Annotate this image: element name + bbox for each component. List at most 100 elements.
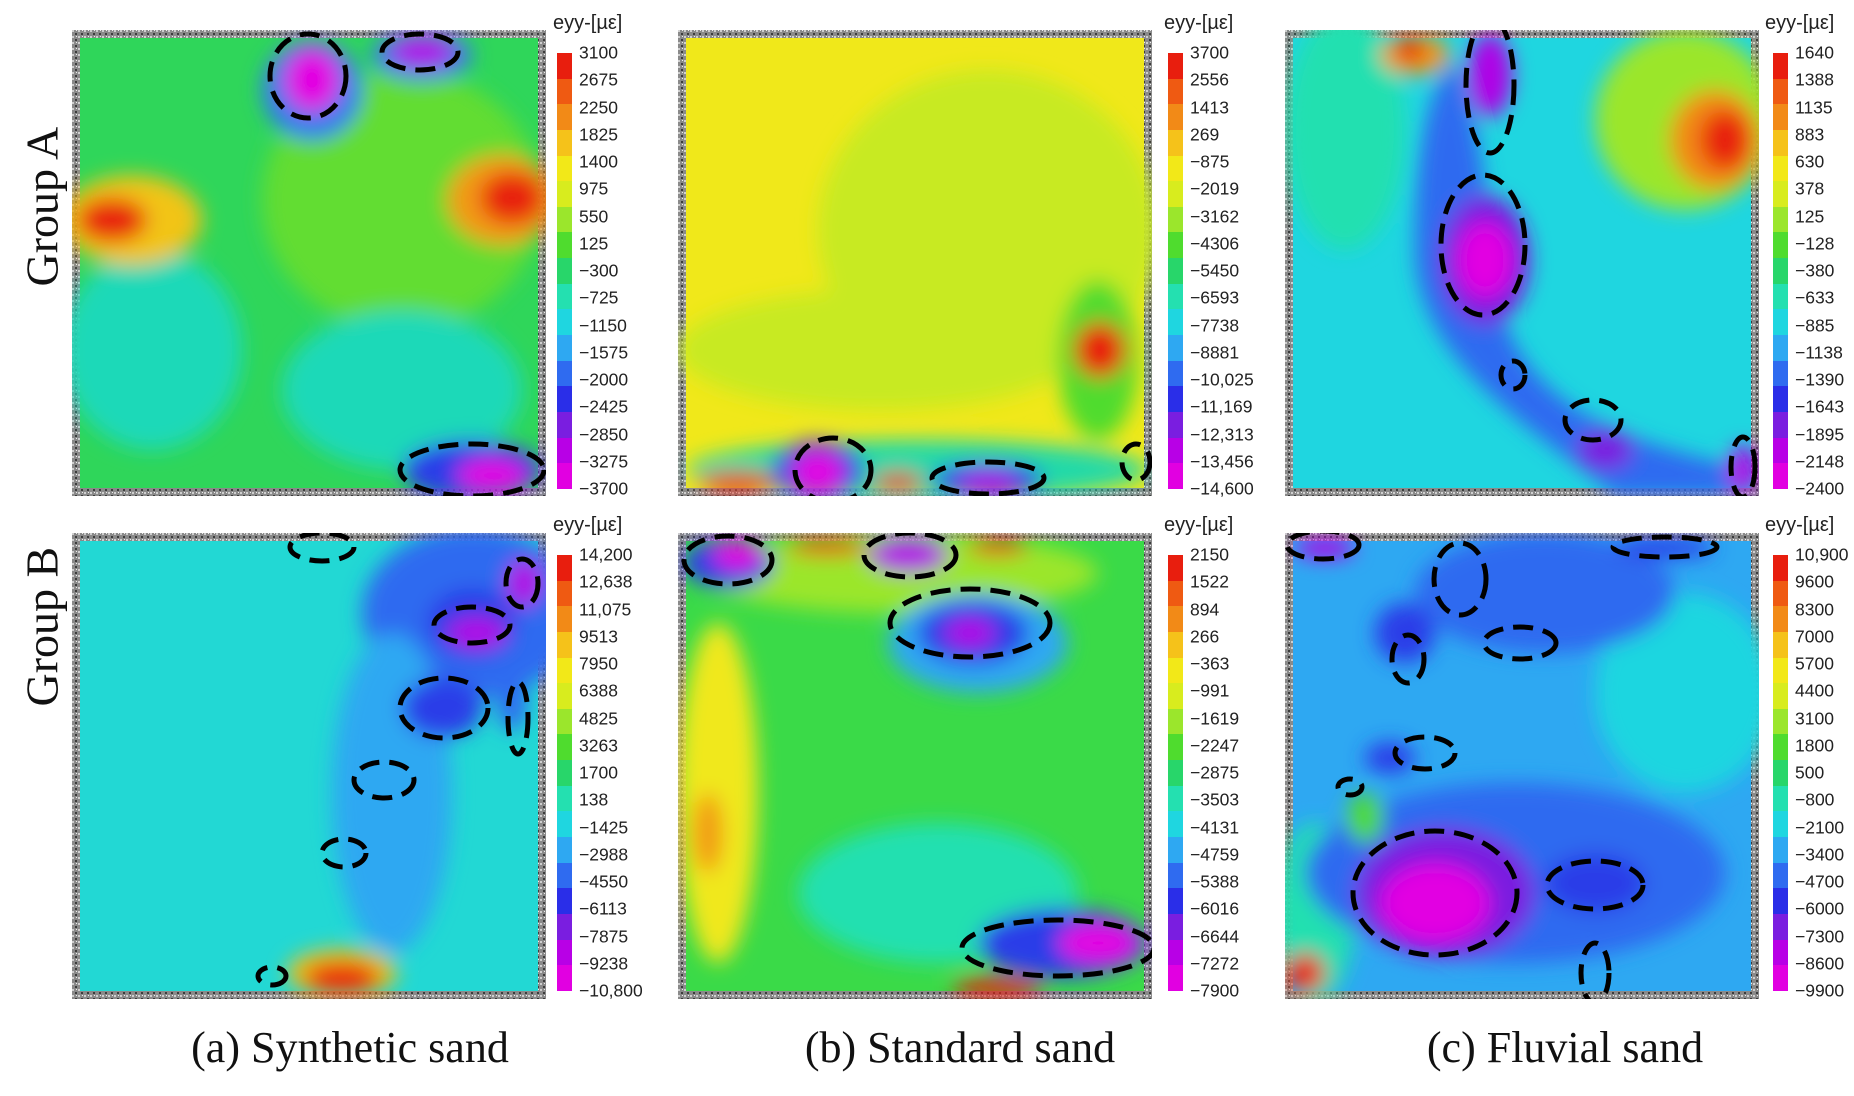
- colorbar-tick-label: 8300: [1795, 599, 1834, 619]
- colorbar-segment: [1773, 708, 1788, 735]
- colorbar-segment: [1168, 78, 1183, 105]
- colorbar-segment: [1773, 360, 1788, 387]
- colorbar-segment: [557, 437, 572, 464]
- colorbar-tick-label: −3400: [1795, 844, 1845, 865]
- colorbar-tick-label: 7950: [579, 653, 618, 674]
- colorbar-segment: [1773, 258, 1788, 284]
- colorbar-tick-label: 2250: [579, 97, 618, 117]
- colorbar-tick-label: 3263: [579, 735, 618, 756]
- colorbar-segment: [1168, 283, 1183, 310]
- colorbar-segment: [1168, 965, 1183, 991]
- colorbar-segment: [1773, 309, 1788, 336]
- colorbar-segment: [557, 283, 572, 310]
- colorbar-tick-label: −6593: [1190, 287, 1240, 308]
- colorbar-tick-label: −633: [1795, 287, 1835, 308]
- colorbar-segment: [557, 606, 572, 632]
- colorbar-tick-label: −1643: [1795, 396, 1845, 417]
- colorbar-segment: [1773, 283, 1788, 310]
- colorbar-tick-label: −1619: [1190, 708, 1240, 728]
- colorbar-segment: [557, 657, 572, 684]
- colorbar-segment: [557, 913, 572, 940]
- colorbar-segment: [557, 181, 572, 207]
- colorbar-tick-label: 883: [1795, 124, 1825, 145]
- colorbar-strip: [1773, 53, 1788, 489]
- colorbar-tick-label: −5388: [1190, 871, 1240, 892]
- colorbar-tick-label: 7000: [1795, 626, 1834, 647]
- colorbar-tick-label: −2148: [1795, 451, 1845, 472]
- colorbar-tick-label: 1135: [1795, 97, 1833, 117]
- colorbar-segment: [1168, 580, 1183, 607]
- colorbar-segment: [1773, 862, 1788, 889]
- colorbar-strip: [557, 555, 572, 991]
- colorbar-tick-label: 266: [1190, 626, 1220, 647]
- colorbar-title: eyy-[µε]: [1765, 12, 1835, 34]
- colorbar-segment: [1773, 837, 1788, 863]
- colorbar-tick-label: 975: [579, 178, 609, 199]
- colorbar-segment: [1773, 411, 1788, 438]
- colorbar-segment: [1773, 155, 1788, 182]
- colorbar-segment: [1168, 181, 1183, 207]
- colorbar-segment: [1773, 785, 1788, 812]
- colorbar-segment: [1168, 555, 1183, 581]
- colorbar-segment: [557, 555, 572, 581]
- colorbar-segment: [1168, 232, 1183, 259]
- colorbar-tick-label: −6000: [1795, 898, 1845, 919]
- colorbar-tick-label: −10,800: [579, 980, 643, 1001]
- colorbar-tick-label: 12,638: [579, 571, 633, 592]
- colorbar-segment: [1168, 862, 1183, 889]
- colorbar-segment: [557, 206, 572, 233]
- colorbar-tick-label: −2850: [579, 424, 629, 444]
- colorbar-strip: [1168, 555, 1183, 991]
- colorbar-tick-label: 10,900: [1795, 544, 1849, 565]
- strain-map-synthetic-group-a: [72, 30, 546, 496]
- colorbar-segment: [557, 309, 572, 336]
- colorbar-segment: [557, 785, 572, 812]
- colorbar-segment: [1773, 760, 1788, 786]
- colorbar-segment: [557, 411, 572, 438]
- colorbar-tick-label: 1522: [1190, 571, 1229, 592]
- colorbar-segment: [1168, 760, 1183, 786]
- colorbar-tick-label: −9900: [1795, 980, 1845, 1001]
- colorbar-segment: [557, 78, 572, 105]
- colorbar-tick-label: −4131: [1190, 817, 1240, 837]
- colorbar-tick-label: −6113: [579, 898, 627, 919]
- colorbar-segment: [1168, 939, 1183, 966]
- colorbar-tick-label: −8881: [1190, 342, 1240, 363]
- row-label-group-a: Group A: [16, 126, 68, 287]
- colorbar-tick-label: −2100: [1795, 817, 1845, 837]
- colorbar-strip: [1168, 53, 1183, 489]
- colorbar-tick-label: 1388: [1795, 69, 1834, 90]
- colorbar-segment: [557, 837, 572, 863]
- colorbar-tick-label: −7738: [1190, 315, 1240, 335]
- colorbar-tick-label: −7300: [1795, 926, 1845, 946]
- colorbar-tick-label: −9238: [579, 953, 629, 974]
- colorbar-segment: [1168, 463, 1183, 489]
- colorbar-segment: [557, 463, 572, 489]
- colorbar-tick-label: 3100: [579, 42, 618, 63]
- colorbar-title: eyy-[µε]: [1765, 514, 1835, 536]
- colorbar-segment: [557, 232, 572, 259]
- colorbar-segment: [557, 360, 572, 387]
- colorbar-segment: [1168, 258, 1183, 284]
- colorbar-segment: [1168, 811, 1183, 838]
- colorbar-tick-label: 3100: [1795, 708, 1834, 728]
- colorbar-tick-label: −725: [579, 287, 619, 308]
- colorbar-tick-label: 4400: [1795, 680, 1834, 701]
- colorbar-segment: [1773, 386, 1788, 412]
- colorbar-tick-label: −3700: [579, 478, 629, 499]
- colorbar-segment: [557, 258, 572, 284]
- column-label-fluvial-sand: (c) Fluvial sand: [1426, 1023, 1704, 1072]
- colorbar-tick-label: 9513: [579, 626, 618, 647]
- row-label-group-b: Group B: [16, 546, 68, 707]
- colorbar-segment: [1168, 888, 1183, 914]
- colorbar-segment: [1168, 53, 1183, 79]
- colorbar-tick-label: −3503: [1190, 789, 1240, 810]
- colorbar-tick-label: 1700: [579, 762, 618, 783]
- column-label-standard-sand: (b) Standard sand: [804, 1023, 1116, 1072]
- colorbar-tick-label: −7900: [1190, 980, 1240, 1001]
- colorbar-tick-label: 125: [1795, 206, 1825, 226]
- colorbar-segment: [1773, 683, 1788, 709]
- strain-map-standard-group-b: [678, 533, 1152, 999]
- colorbar-segment: [557, 811, 572, 838]
- colorbar-tick-label: 269: [1190, 124, 1220, 145]
